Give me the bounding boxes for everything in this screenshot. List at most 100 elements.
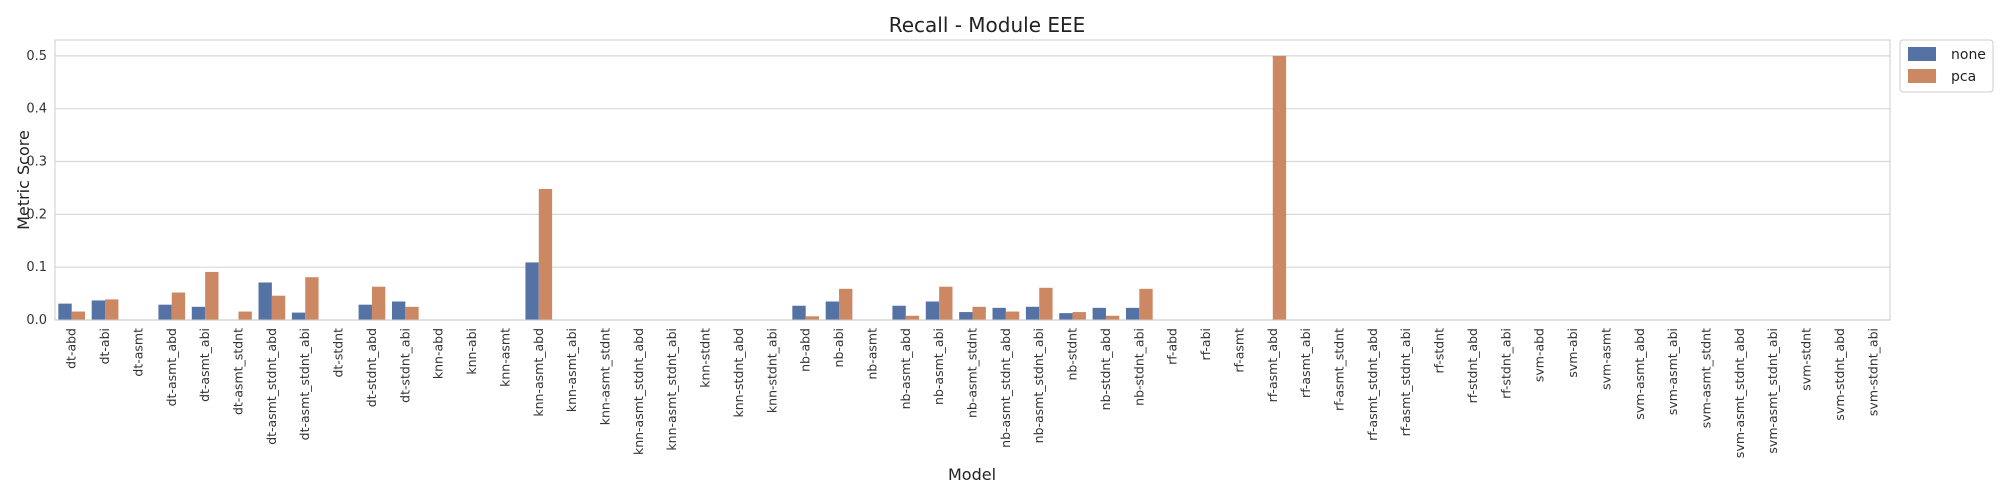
bar-none-nb-stdnt_abi bbox=[1125, 307, 1140, 320]
bar-none-knn-asmt_abd bbox=[525, 262, 539, 320]
x-tick-label: rf-stdnt_abi bbox=[1498, 328, 1513, 399]
x-tick-label: svm-stdnt_abi bbox=[1865, 328, 1880, 416]
bar-pca-dt-abi bbox=[105, 299, 119, 320]
x-tick-label: knn-stdnt bbox=[698, 328, 713, 388]
bar-pca-dt-asmt_abd bbox=[171, 292, 186, 320]
bars bbox=[58, 55, 1287, 320]
x-tick-label: svm-asmt_abi bbox=[1665, 328, 1680, 415]
x-tick-label: nb-asmt_stdnt bbox=[965, 328, 980, 418]
bar-none-nb-asmt_stdnt_abi bbox=[1025, 306, 1040, 320]
x-tick-label: rf-abd bbox=[1165, 328, 1180, 365]
x-tick-label: nb-abd bbox=[798, 328, 813, 372]
bar-pca-dt-asmt_stdnt_abi bbox=[305, 277, 319, 320]
x-tick-label: nb-asmt_stdnt_abd bbox=[998, 328, 1013, 448]
plot-frame bbox=[54, 39, 1891, 321]
x-tick-label: dt-abd bbox=[64, 328, 79, 369]
x-tick-label: rf-stdnt_abd bbox=[1465, 328, 1480, 403]
x-tick-label: nb-stdnt_abd bbox=[1098, 328, 1113, 410]
bar-none-nb-asmt_stdnt_abd bbox=[992, 307, 1006, 320]
bar-none-dt-abd bbox=[58, 303, 72, 320]
x-tick-label: rf-asmt_abi bbox=[1298, 328, 1313, 398]
x-tick-label: dt-asmt_stdnt bbox=[231, 328, 246, 415]
bar-none-dt-asmt_abd bbox=[158, 304, 172, 320]
x-tick-label: knn-abd bbox=[431, 328, 446, 379]
x-axis-label: Model bbox=[948, 465, 996, 484]
legend-swatch-none bbox=[1908, 47, 1936, 61]
x-tick-label: svm-abd bbox=[1532, 328, 1547, 382]
bar-pca-nb-abi bbox=[839, 288, 853, 320]
bar-none-nb-stdnt_abd bbox=[1092, 307, 1106, 320]
legend-swatch-pca bbox=[1908, 69, 1936, 83]
bar-pca-dt-asmt_stdnt bbox=[238, 311, 252, 320]
x-tick-label: svm-asmt_stdnt bbox=[1699, 328, 1714, 428]
x-tick-label: dt-asmt_abd bbox=[164, 328, 179, 406]
bar-none-dt-abi bbox=[91, 300, 106, 320]
x-tick-label: svm-asmt_abd bbox=[1632, 328, 1647, 420]
x-tick-label: knn-stdnt_abd bbox=[731, 328, 746, 418]
y-axis-label: Metric Score bbox=[14, 130, 33, 230]
x-tick-label: dt-abi bbox=[97, 328, 112, 364]
x-tick-label: svm-asmt_stdnt_abd bbox=[1732, 328, 1747, 458]
bar-pca-nb-asmt_stdnt bbox=[972, 306, 986, 320]
x-tick-label: dt-stdnt_abi bbox=[397, 328, 412, 403]
bar-none-dt-asmt_stdnt_abi bbox=[291, 312, 306, 320]
y-tick-label: 0.5 bbox=[26, 49, 47, 64]
x-tick-label: svm-stdnt bbox=[1799, 328, 1814, 391]
y-tick-label: 0.0 bbox=[26, 313, 47, 328]
x-tick-label: svm-stdnt_abd bbox=[1832, 328, 1847, 421]
bar-none-dt-asmt_stdnt_abd bbox=[258, 282, 272, 320]
y-tick-label: 0.2 bbox=[26, 207, 47, 222]
x-tick-label: nb-asmt_abi bbox=[931, 328, 946, 405]
bar-none-nb-asmt_stdnt bbox=[959, 312, 973, 320]
x-tick-label: knn-asmt bbox=[497, 328, 512, 387]
y-tick-label: 0.3 bbox=[26, 155, 47, 170]
bar-pca-dt-asmt_abi bbox=[205, 271, 219, 320]
bar-none-nb-abi bbox=[825, 301, 840, 320]
bar-none-nb-asmt_abi bbox=[925, 301, 940, 320]
bar-none-nb-abd bbox=[792, 305, 806, 320]
bar-pca-nb-stdnt_abi bbox=[1139, 288, 1153, 320]
bar-pca-rf-asmt_abd bbox=[1272, 55, 1287, 320]
bar-none-dt-stdnt_abd bbox=[358, 304, 372, 320]
bar-pca-dt-asmt_stdnt_abd bbox=[271, 295, 286, 320]
bar-pca-dt-stdnt_abd bbox=[371, 286, 386, 320]
bar-pca-nb-asmt_stdnt_abi bbox=[1039, 287, 1053, 320]
x-tick-label: rf-asmt_stdnt_abd bbox=[1365, 328, 1380, 441]
x-tick-label: dt-asmt_stdnt_abi bbox=[297, 328, 312, 440]
x-tick-label: svm-abi bbox=[1565, 328, 1580, 378]
x-tick-label: nb-abi bbox=[831, 328, 846, 367]
chart-title: Recall - Module EEE bbox=[889, 13, 1086, 37]
x-tick-label: knn-asmt_stdnt_abi bbox=[664, 328, 679, 451]
x-tick-label: knn-asmt_stdnt_abd bbox=[631, 328, 646, 455]
x-tick-label: knn-asmt_stdnt bbox=[598, 328, 613, 425]
bar-pca-dt-stdnt_abi bbox=[405, 306, 419, 320]
bar-none-dt-stdnt_abi bbox=[391, 301, 406, 320]
x-tick-label: rf-abi bbox=[1198, 328, 1213, 360]
y-axis-ticks: 0.0 0.1 0.2 0.3 0.4 0.5 bbox=[26, 49, 47, 328]
legend: none pca bbox=[1899, 39, 1994, 93]
bar-pca-nb-abd bbox=[805, 316, 820, 320]
legend-label-none: none bbox=[1951, 47, 1986, 63]
bar-pca-nb-asmt_abi bbox=[939, 286, 953, 320]
x-tick-label: nb-stdnt_abi bbox=[1131, 328, 1146, 406]
bar-pca-nb-asmt_stdnt_abd bbox=[1005, 311, 1020, 320]
x-tick-label: nb-asmt_stdnt_abi bbox=[1031, 328, 1046, 443]
x-tick-label: rf-asmt_stdnt_abi bbox=[1398, 328, 1413, 436]
grid-lines bbox=[55, 55, 1890, 321]
bar-none-nb-stdnt bbox=[1059, 313, 1073, 320]
x-tick-label: rf-asmt_stdnt bbox=[1332, 328, 1347, 411]
x-tick-label: dt-asmt bbox=[130, 328, 145, 377]
bar-pca-nb-stdnt bbox=[1072, 312, 1086, 320]
x-tick-label: dt-asmt_abi bbox=[197, 328, 212, 402]
x-tick-label: knn-stdnt_abi bbox=[764, 328, 779, 413]
bar-pca-knn-asmt_abd bbox=[538, 188, 553, 320]
bar-none-dt-asmt_abi bbox=[191, 306, 206, 320]
x-tick-label: nb-stdnt bbox=[1065, 328, 1080, 381]
bar-pca-nb-stdnt_abd bbox=[1105, 315, 1120, 320]
x-tick-label: rf-stdnt bbox=[1432, 328, 1447, 374]
bar-pca-nb-asmt_abd bbox=[905, 315, 920, 320]
x-tick-label: knn-asmt_abi bbox=[564, 328, 579, 412]
x-tick-label: svm-asmt bbox=[1598, 328, 1613, 390]
x-tick-label: rf-asmt bbox=[1231, 328, 1246, 373]
